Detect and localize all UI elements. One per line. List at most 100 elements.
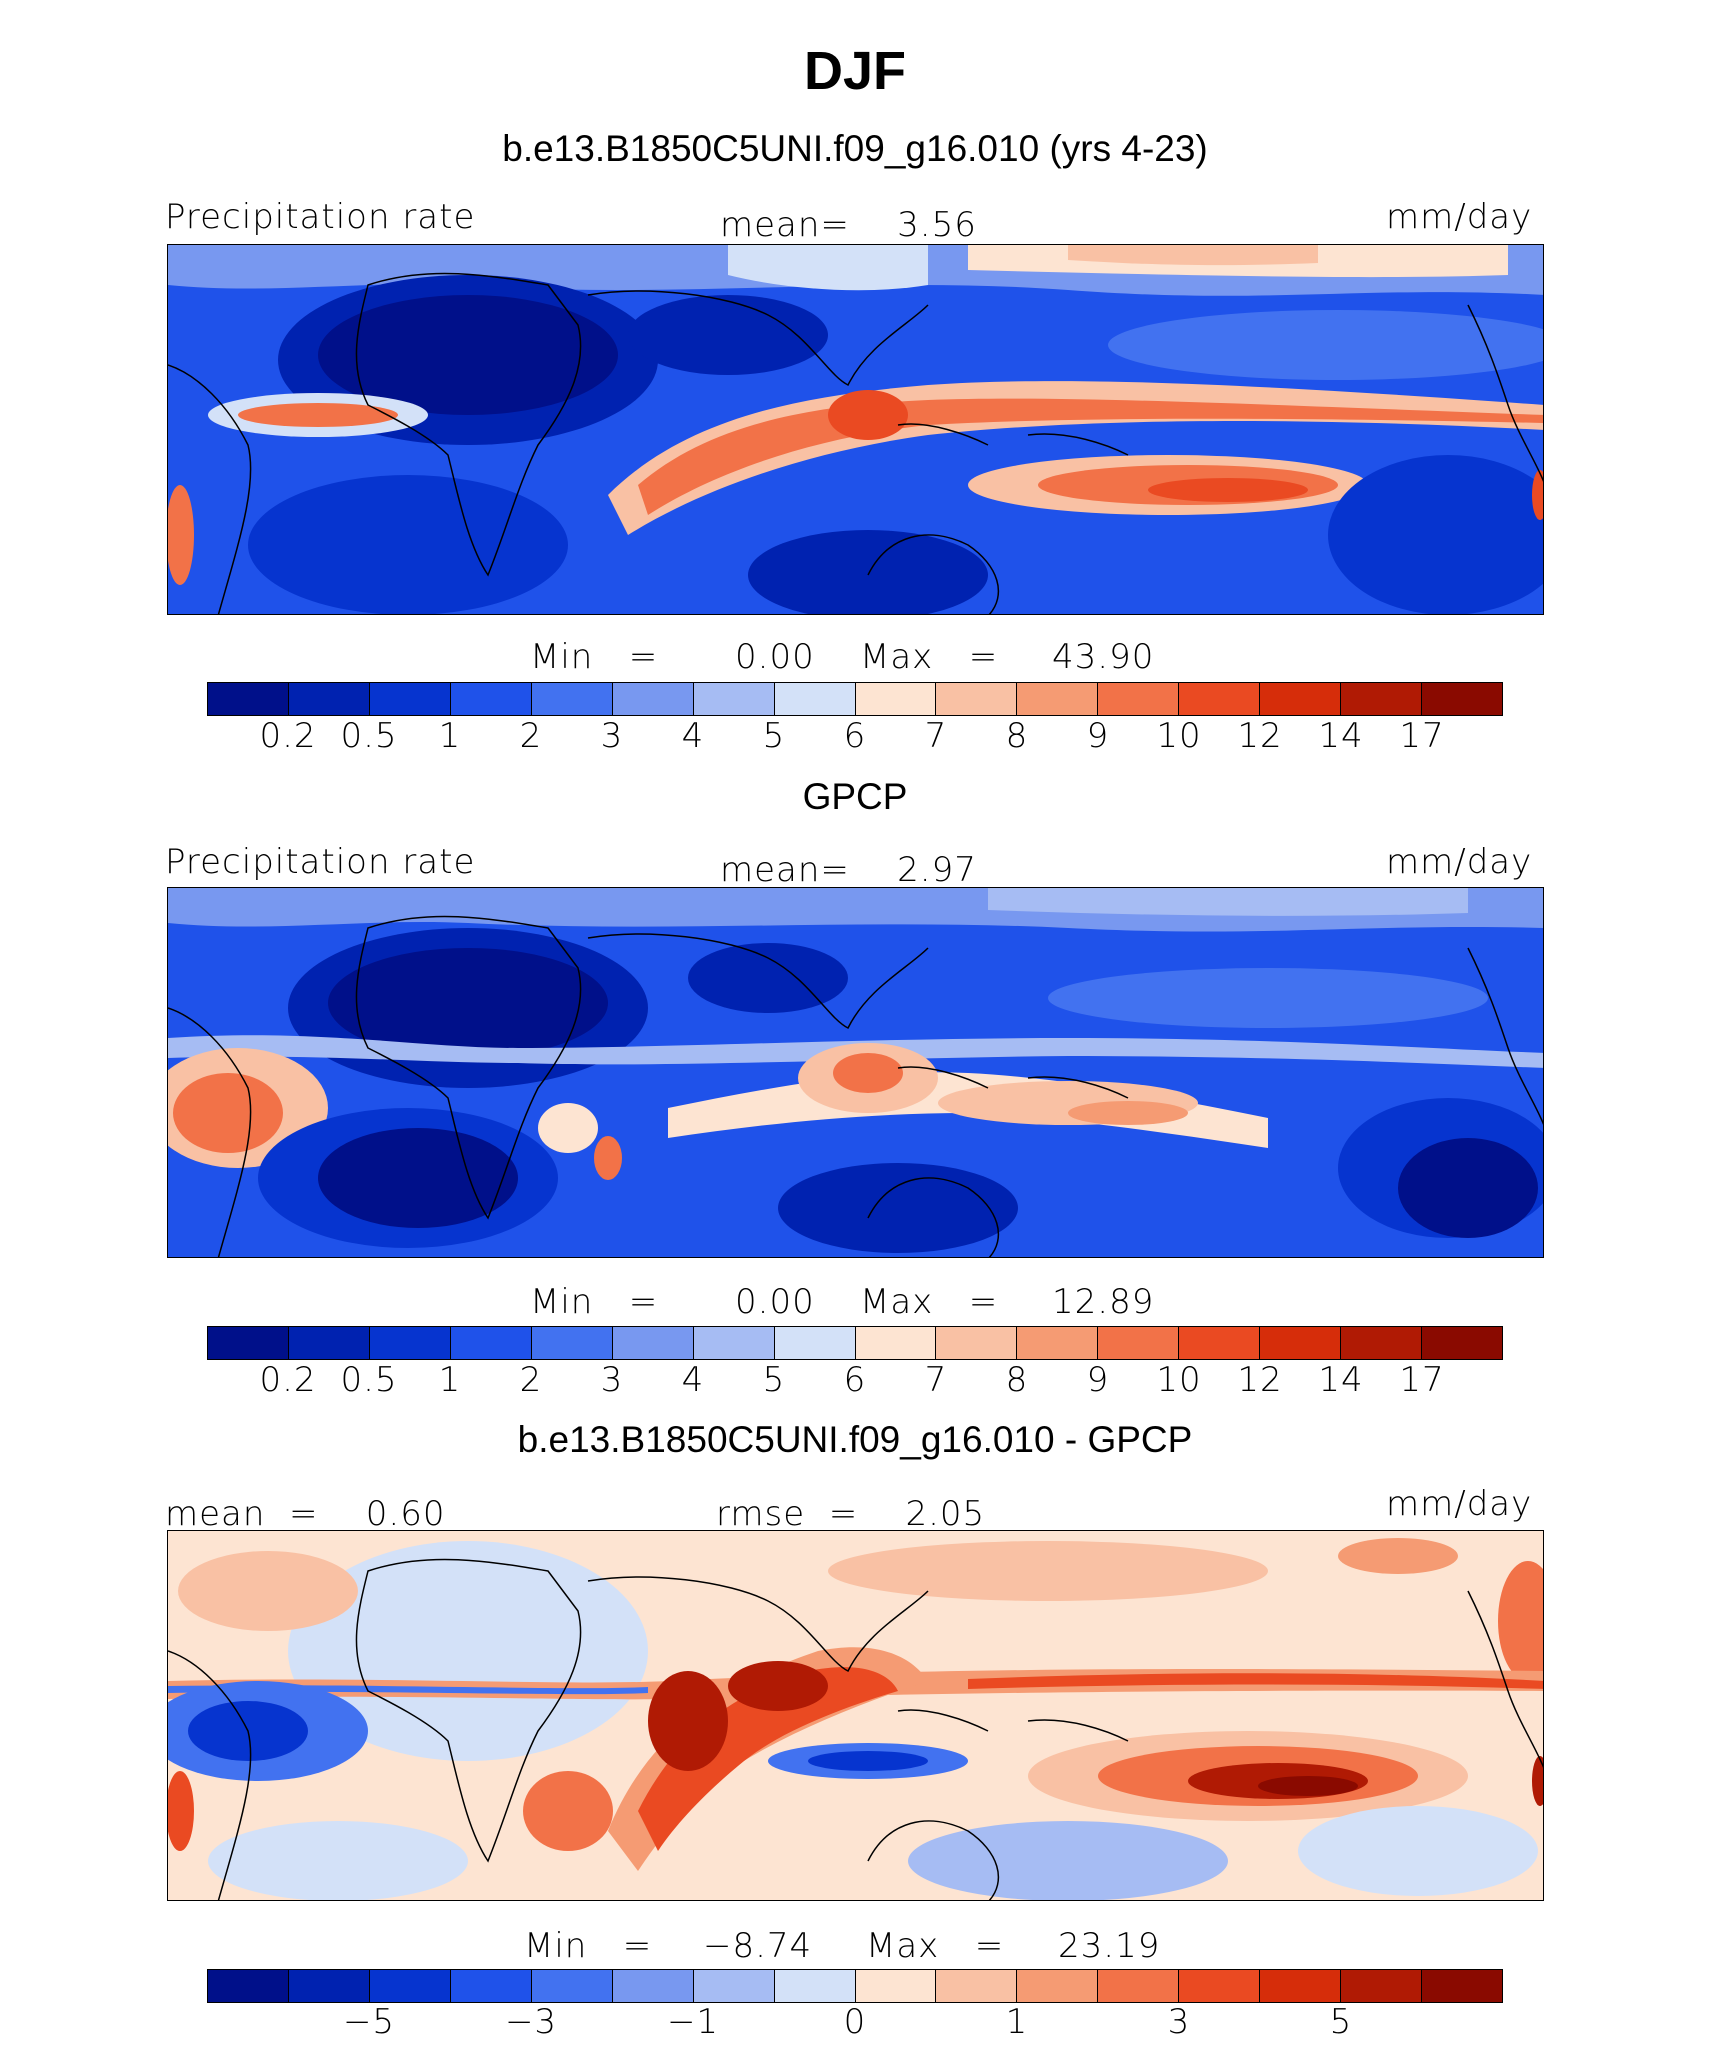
colorbar-segment <box>1098 1327 1180 1359</box>
colorbar-segment <box>1017 1970 1099 2002</box>
panel-2-minmax: Min = 0.00 Max = 12.89 <box>0 1282 1710 1326</box>
panel-2-max-label: Max = <box>860 1282 999 1322</box>
panel-2-min-label: Min = <box>530 1282 659 1322</box>
colorbar-tick-label: 0 <box>843 2002 867 2042</box>
panel-2-title: GPCP <box>802 776 908 817</box>
colorbar-segment <box>855 1327 937 1359</box>
panel-2-mean-label: mean= 2.97 <box>720 850 977 890</box>
colorbar-tick-label: 5 <box>762 716 786 756</box>
colorbar-tick-label: 3 <box>600 1360 624 1400</box>
colorbar-segment <box>1017 683 1099 715</box>
colorbar-segment <box>936 1970 1018 2002</box>
panel-2-variable-label: Precipitation rate <box>165 842 476 882</box>
colorbar-segment <box>1422 683 1502 715</box>
colorbar-tick-label: 6 <box>843 1360 867 1400</box>
colorbar-segment <box>936 683 1018 715</box>
colorbar-segment <box>693 1327 775 1359</box>
colorbar-tick-label: 10 <box>1156 716 1202 756</box>
panel-3-colorbar <box>207 1969 1503 2003</box>
colorbar-tick-label: 4 <box>681 716 705 756</box>
colorbar-segment <box>1341 1327 1423 1359</box>
colorbar-segment <box>774 1970 856 2002</box>
colorbar-segment <box>288 683 370 715</box>
panel-1-max-value: 43.90 <box>1052 637 1155 677</box>
panel-2-min-value: 0.00 <box>735 1282 815 1322</box>
panel-1-colorbar <box>207 682 1503 716</box>
panel-1-title: b.e13.B1850C5UNI.f09_g16.010 (yrs 4-23) <box>502 128 1208 169</box>
colorbar-segment <box>208 1970 289 2002</box>
colorbar-segment <box>288 1327 370 1359</box>
colorbar-segment <box>1179 1970 1261 2002</box>
colorbar-tick-label: 8 <box>1005 1360 1029 1400</box>
colorbar-tick-label: 14 <box>1318 716 1364 756</box>
colorbar-segment <box>288 1970 370 2002</box>
panel-3-min-label: Min = <box>524 1926 653 1966</box>
panel-2-map <box>167 887 1544 1258</box>
panel-1-max-label: Max = <box>860 637 999 677</box>
colorbar-tick-label: 17 <box>1399 716 1445 756</box>
panel-3-colorbar-ticks: −5 −3 −1 0 1 3 5 <box>207 2002 1503 2046</box>
colorbar-tick-label: 3 <box>600 716 624 756</box>
colorbar-segment <box>208 1327 289 1359</box>
panel-1-map <box>167 244 1544 615</box>
page-title: DJF <box>803 41 906 101</box>
colorbar-tick-label: 0.2 <box>259 716 317 756</box>
colorbar-segment <box>531 683 613 715</box>
colorbar-tick-label: −5 <box>342 2002 396 2042</box>
colorbar-segment <box>369 683 451 715</box>
colorbar-segment <box>612 1970 694 2002</box>
colorbar-segment <box>1422 1327 1502 1359</box>
panel-3-units-label: mm/day <box>1386 1484 1533 1524</box>
colorbar-tick-label: 5 <box>1329 2002 1353 2042</box>
colorbar-segment <box>1260 1970 1342 2002</box>
colorbar-segment <box>1341 683 1423 715</box>
panel-1-minmax: Min = 0.00 Max = 43.90 <box>0 637 1710 681</box>
colorbar-segment <box>369 1327 451 1359</box>
panel-1-min-label: Min = <box>530 637 659 677</box>
colorbar-tick-label: −1 <box>666 2002 720 2042</box>
colorbar-segment <box>450 1970 532 2002</box>
colorbar-tick-label: 1 <box>1005 2002 1029 2042</box>
colorbar-segment <box>1422 1970 1502 2002</box>
colorbar-tick-label: 0.5 <box>340 1360 398 1400</box>
colorbar-segment <box>1341 1970 1423 2002</box>
colorbar-tick-label: 9 <box>1086 716 1110 756</box>
colorbar-segment <box>1098 1970 1180 2002</box>
colorbar-tick-label: 12 <box>1237 716 1283 756</box>
colorbar-tick-label: 9 <box>1086 1360 1110 1400</box>
colorbar-tick-label: 12 <box>1237 1360 1283 1400</box>
colorbar-tick-label: −3 <box>504 2002 558 2042</box>
colorbar-tick-label: 3 <box>1167 2002 1191 2042</box>
colorbar-tick-label: 1 <box>438 716 462 756</box>
panel-1-colorbar-ticks: 0.2 0.5 1 2 3 4 5 6 7 8 9 10 12 14 17 <box>207 716 1503 760</box>
colorbar-tick-label: 6 <box>843 716 867 756</box>
colorbar-tick-label: 4 <box>681 1360 705 1400</box>
panel-3-rmse-label: rmse = 2.05 <box>716 1494 986 1534</box>
panel-3-minmax: Min = −8.74 Max = 23.19 <box>0 1926 1710 1970</box>
panel-3-map <box>167 1530 1544 1901</box>
colorbar-segment <box>693 683 775 715</box>
colorbar-segment <box>1260 1327 1342 1359</box>
colorbar-tick-label: 2 <box>519 1360 543 1400</box>
colorbar-segment <box>612 683 694 715</box>
colorbar-segment <box>450 683 532 715</box>
panel-2-max-value: 12.89 <box>1052 1282 1155 1322</box>
colorbar-segment <box>1179 683 1261 715</box>
panel-2-units-label: mm/day <box>1386 842 1533 882</box>
colorbar-segment <box>1179 1327 1261 1359</box>
colorbar-tick-label: 5 <box>762 1360 786 1400</box>
panel-1-units-label: mm/day <box>1386 197 1533 237</box>
panel-2-colorbar <box>207 1326 1503 1360</box>
colorbar-segment <box>450 1327 532 1359</box>
colorbar-tick-label: 8 <box>1005 716 1029 756</box>
colorbar-tick-label: 10 <box>1156 1360 1202 1400</box>
panel-3-min-value: −8.74 <box>703 1926 813 1966</box>
panel-3-title: b.e13.B1850C5UNI.f09_g16.010 - GPCP <box>517 1419 1193 1460</box>
colorbar-segment <box>774 683 856 715</box>
colorbar-segment <box>531 1327 613 1359</box>
panel-2-colorbar-ticks: 0.2 0.5 1 2 3 4 5 6 7 8 9 10 12 14 17 <box>207 1360 1503 1404</box>
colorbar-segment <box>208 683 289 715</box>
colorbar-tick-label: 0.2 <box>259 1360 317 1400</box>
colorbar-segment <box>1098 683 1180 715</box>
colorbar-tick-label: 1 <box>438 1360 462 1400</box>
